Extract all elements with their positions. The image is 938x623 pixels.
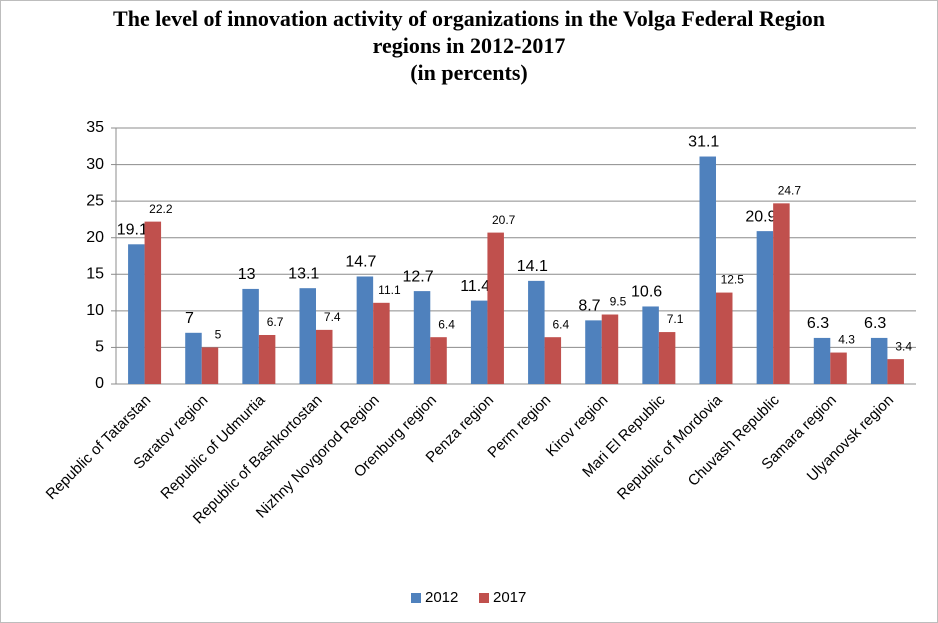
bar <box>830 352 847 384</box>
bar <box>470 300 488 384</box>
bar <box>756 231 774 384</box>
data-label: 7.4 <box>324 310 341 324</box>
bar <box>773 203 790 384</box>
x-tick-label: Republic of Tatarstan <box>43 392 154 503</box>
data-label: 8.7 <box>578 298 600 315</box>
data-label: 3.4 <box>895 339 912 353</box>
bar <box>316 329 333 384</box>
data-label: 22.2 <box>149 202 173 216</box>
bar <box>642 306 659 384</box>
data-label: 20.9 <box>745 208 776 225</box>
bar <box>544 337 562 384</box>
bar <box>201 347 219 384</box>
bar <box>487 232 504 384</box>
data-label: 13 <box>238 266 256 283</box>
chart-title: The level of innovation activity of orga… <box>113 6 825 58</box>
data-label: 6.3 <box>864 315 886 332</box>
bar <box>242 288 259 384</box>
bar <box>128 244 145 384</box>
data-label: 20.7 <box>492 213 516 227</box>
data-label: 7.1 <box>667 312 684 326</box>
data-label: 12.5 <box>721 273 745 287</box>
data-label: 11.4 <box>460 278 490 295</box>
legend-label: 2017 <box>493 589 526 606</box>
legend-label: 2012 <box>425 589 458 606</box>
data-label: 6.4 <box>552 317 569 331</box>
bar <box>658 332 676 384</box>
bar <box>373 302 390 384</box>
legend-swatch <box>411 593 421 603</box>
bar <box>430 337 447 384</box>
bar <box>413 291 431 384</box>
y-tick-label: 20 <box>86 229 104 246</box>
y-tick-label: 15 <box>86 266 104 283</box>
bar <box>585 320 602 384</box>
data-label: 7 <box>185 310 194 327</box>
data-label: 6.7 <box>267 315 284 329</box>
data-label: 9.5 <box>610 295 627 309</box>
bar <box>356 276 374 384</box>
bar <box>813 337 831 384</box>
x-tick-label: Republic of Udmurtia <box>157 391 269 503</box>
data-label: 24.7 <box>778 184 802 198</box>
y-tick-label: 25 <box>86 192 104 209</box>
bar <box>258 334 276 384</box>
data-label: 6.3 <box>807 315 829 332</box>
chart-subtitle: (in percents) <box>410 60 528 85</box>
bar <box>185 332 202 384</box>
data-label: 4.3 <box>838 333 855 347</box>
y-tick-label: 0 <box>95 375 104 392</box>
y-tick-label: 35 <box>86 119 104 136</box>
bar <box>528 280 545 384</box>
bar <box>299 288 316 384</box>
data-label: 5 <box>215 328 222 342</box>
title-block: The level of innovation activity of orga… <box>1 5 937 86</box>
bar <box>144 221 162 384</box>
data-label: 14.7 <box>345 254 376 271</box>
x-tick-label: Republic of Mordovia <box>614 391 726 503</box>
data-label: 19.1 <box>117 222 148 239</box>
data-label: 13.1 <box>288 265 319 282</box>
bar <box>699 156 716 384</box>
data-label: 10.6 <box>631 284 662 301</box>
y-tick-label: 10 <box>86 302 104 319</box>
data-label: 6.4 <box>438 317 455 331</box>
data-label: 12.7 <box>402 268 433 285</box>
data-label: 14.1 <box>517 258 548 275</box>
bar <box>601 314 619 384</box>
y-tick-label: 5 <box>95 339 104 356</box>
bar <box>716 292 733 384</box>
data-label: 31.1 <box>688 134 719 151</box>
bar <box>887 359 904 384</box>
bar <box>870 337 888 384</box>
legend-swatch <box>479 593 489 603</box>
y-tick-label: 30 <box>86 156 104 173</box>
data-label: 11.1 <box>378 283 401 297</box>
